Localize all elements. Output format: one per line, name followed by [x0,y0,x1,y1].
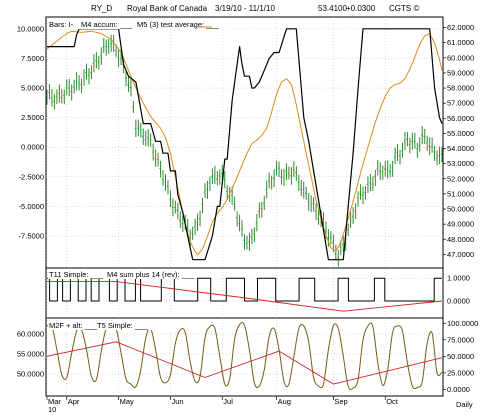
legend-bars: Bars: I- [49,20,74,29]
price-right-tick-label: 56.0000 [447,114,474,123]
oscillator-left-tick-label: 50.0000 [17,370,44,379]
legend-accum: M4 accum: ___ [81,20,133,29]
oscillator-legend-bg [48,320,178,330]
indicator-legend: T11 Simple: ___ M4 sum plus 14 (rev): __… [48,269,195,279]
month-label: Apr [68,397,80,406]
legend-average: M5 (3) test average: ___ [137,20,220,29]
price-right-tick-label: 48.0000 [447,235,474,244]
oscillator-right-tick-label: 100.0000 [447,319,478,328]
indicator-legend-bg [48,269,188,279]
legend-m2f: M2F + alt: ___ [49,321,98,330]
month-label: Oct [386,397,399,406]
oscillator-right-tick-label: 0.0000 [447,385,470,394]
indicator-right-tick-label: 1.0000 [447,274,470,283]
m2f-oscillator-line [46,322,443,390]
oscillator-panel-content [46,322,443,390]
price-right-tick-label: 61.0000 [447,38,474,47]
change-label: +0.0300 [346,4,376,13]
month-label: Mar [48,397,61,406]
price-left-tick-label: -2.5000 [19,172,44,181]
oscillator-left-tick-label: 60.0000 [17,330,44,339]
price-right-tick-label: 53.0000 [447,159,474,168]
indicator-right-tick-label: 0.0000 [447,296,470,305]
company-label: Royal Bank of Canada [127,4,208,13]
oscillator-right-tick-label: 25.0000 [447,368,474,377]
price-left-tick-label: 10.0000 [17,24,44,33]
price-right-tick-label: 50.0000 [447,205,474,214]
oscillator-panel-frame [45,317,444,397]
price-right-tick-label: 51.0000 [447,189,474,198]
price-right-tick-label: 58.0000 [447,84,474,93]
price-right-tick-label: 59.0000 [447,68,474,77]
legend-t5: T5 Simple: ___ [97,321,148,330]
date-range-label: 3/19/10 - 11/1/10 [215,4,275,13]
oscillator-legend: M2F + alt: ___ T5 Simple: ___ [48,320,178,330]
chart-header: RY_D Royal Bank of Canada 3/19/10 - 11/1… [91,4,419,13]
indicator-panel-content [47,277,443,312]
price-right-tick-label: 52.0000 [447,174,474,183]
price-right-tick-label: 55.0000 [447,129,474,138]
price-right-tick-label: 60.0000 [447,53,474,62]
legend-t11: T11 Simple: ___ [49,270,104,279]
last-price-label: 53.4100 [318,4,347,13]
year-label: 10 [48,405,56,414]
legend-m4-sum: M4 sum plus 14 (rev): ___ [107,270,195,279]
price-panel-frame [45,16,444,269]
price-legend: Bars: I- M4 accum: ___ M5 (3) test avera… [48,19,228,29]
month-label: Jun [171,397,183,406]
price-right-tick-label: 54.0000 [447,144,474,153]
axis-labels: 10.0000 7.5000 5.0000 2.5000 0.0000 -2.5000 -5… [17,23,478,414]
daily-label: Daily [456,400,473,409]
price-panel-content [45,28,443,267]
price-right-tick-label: 49.0000 [447,220,474,229]
price-left-tick-label: -7.5000 [19,232,44,241]
t5-simple-line [46,341,443,385]
oscillator-right-tick-label: 50.0000 [447,352,474,361]
m4-sum-line [47,281,443,312]
price-left-tick-label: 2.5000 [21,113,44,122]
month-label: Jul [223,397,233,406]
price-legend-bg [48,19,228,29]
m5-test-average-line [46,30,443,256]
oscillator-left-tick-label: 55.0000 [17,350,44,359]
price-right-tick-label: 47.0000 [447,250,474,259]
price-right-tick-label: 62.0000 [447,23,474,32]
oscillator-right-tick-label: 75.0000 [447,335,474,344]
symbol-label: RY_D [91,4,112,13]
copyright-label: CGTS © [389,4,419,13]
price-left-tick-label: 0.0000 [21,143,44,152]
price-left-tick-label: -5.0000 [19,202,44,211]
price-right-tick-label: 57.0000 [447,99,474,108]
price-left-tick-label: 5.0000 [21,84,44,93]
price-left-tick-label: 7.5000 [21,54,44,63]
month-label: Aug [278,397,291,406]
m4-accum-line [47,28,443,261]
month-label: May [120,397,134,406]
month-label: Sep [334,397,347,406]
